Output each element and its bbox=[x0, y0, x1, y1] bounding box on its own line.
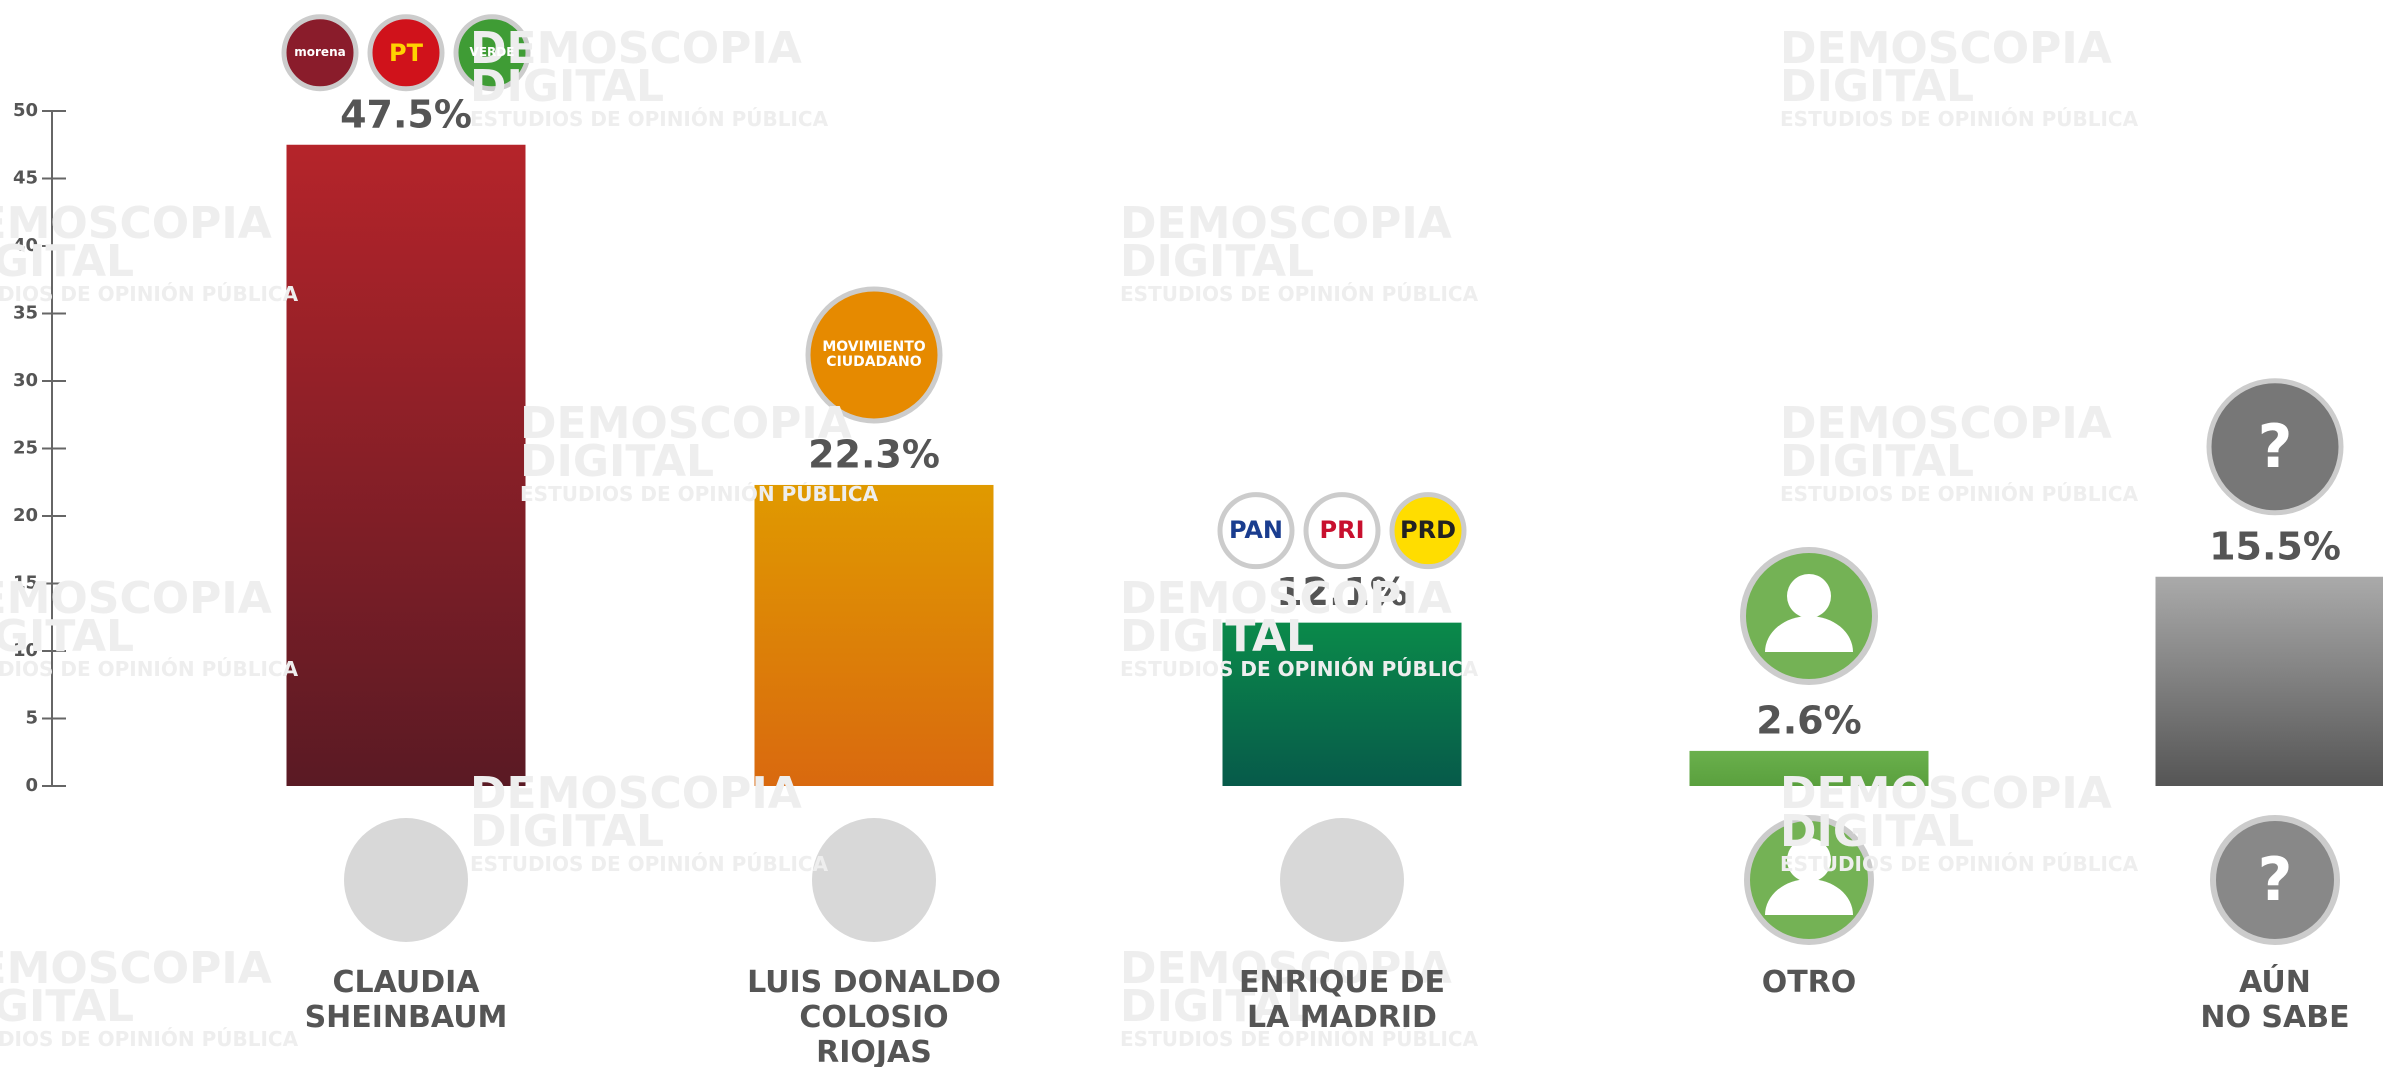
party-logo bbox=[1303, 492, 1381, 570]
watermark-subtitle: ESTUDIOS DE OPINIÓN PÚBLICA bbox=[1780, 107, 2139, 131]
party-logo-label: PRD bbox=[1400, 516, 1456, 545]
person-icon bbox=[1765, 879, 1853, 915]
watermark-subtitle: ESTUDIOS DE OPINIÓN PÚBLICA bbox=[470, 852, 829, 876]
unknown-icon-label: ? bbox=[2257, 845, 2293, 915]
party-logo-label: PRI bbox=[1319, 516, 1365, 545]
bar bbox=[1689, 750, 1929, 786]
watermark-subtitle: ESTUDIOS DE OPINIÓN PÚBLICA bbox=[1780, 482, 2139, 506]
candidate-photo bbox=[1280, 818, 1404, 942]
candidate-photo bbox=[2210, 815, 2340, 945]
party-logo bbox=[281, 14, 359, 92]
x-tick-label: CLAUDIA SHEINBAUM bbox=[304, 965, 508, 1035]
value-label: 12.1% bbox=[1276, 570, 1408, 614]
x-tick-label: LUIS DONALDO COLOSIO RIOJAS bbox=[747, 965, 1001, 1067]
value-label: 2.6% bbox=[1756, 698, 1861, 742]
candidate-photo bbox=[344, 818, 468, 942]
y-tick-label: 45 bbox=[13, 168, 38, 189]
bar bbox=[2155, 576, 2383, 786]
y-tick-label: 35 bbox=[13, 303, 38, 324]
y-tick-label: 15 bbox=[13, 573, 38, 594]
party-logo-label: PAN bbox=[1228, 516, 1284, 545]
bar bbox=[286, 144, 526, 786]
party-logo-label: ? bbox=[2257, 411, 2293, 482]
party-logo bbox=[453, 14, 531, 92]
x-tick-label: ENRIQUE DE LA MADRID bbox=[1238, 965, 1446, 1035]
party-logo bbox=[805, 286, 943, 424]
value-label: 15.5% bbox=[2209, 524, 2341, 568]
party-logo bbox=[1389, 492, 1467, 570]
bar bbox=[754, 484, 994, 786]
person-icon bbox=[1765, 616, 1853, 652]
y-tick-label: 50 bbox=[13, 100, 38, 121]
watermark-subtitle: ESTUDIOS DE OPINIÓN PÚBLICA bbox=[470, 107, 829, 131]
x-tick-label: OTRO bbox=[1761, 965, 1857, 1000]
y-tick-label: 0 bbox=[25, 775, 38, 796]
person-icon bbox=[1787, 838, 1831, 882]
y-tick-label: 30 bbox=[13, 370, 38, 391]
y-tick-label: 25 bbox=[13, 438, 38, 459]
party-logo-label: PT bbox=[389, 38, 423, 67]
watermark-subtitle: ESTUDIOS DE OPINIÓN PÚBLICA bbox=[0, 282, 299, 306]
watermark-subtitle: ESTUDIOS DE OPINIÓN PÚBLICA bbox=[520, 482, 879, 506]
watermark-subtitle: ESTUDIOS DE OPINIÓN PÚBLICA bbox=[1120, 657, 1479, 681]
y-tick-label: 20 bbox=[13, 505, 38, 526]
person-icon bbox=[1787, 574, 1831, 618]
watermark-subtitle: ESTUDIOS DE OPINIÓN PÚBLICA bbox=[1120, 1027, 1479, 1051]
candidate-photo bbox=[812, 818, 936, 942]
watermark-subtitle: ESTUDIOS DE OPINIÓN PÚBLICA bbox=[0, 657, 299, 681]
y-tick-label: 10 bbox=[13, 640, 38, 661]
watermark-subtitle: ESTUDIOS DE OPINIÓN PÚBLICA bbox=[1780, 852, 2139, 876]
value-label: 47.5% bbox=[340, 92, 472, 136]
bar bbox=[1222, 622, 1462, 786]
y-tick-label: 5 bbox=[25, 708, 38, 729]
party-logo bbox=[1217, 492, 1295, 570]
watermark-subtitle: ESTUDIOS DE OPINIÓN PÚBLICA bbox=[0, 1027, 299, 1051]
y-tick-label: 40 bbox=[13, 235, 38, 256]
party-logo-label: MOVIMIENTO CIUDADANO bbox=[822, 338, 926, 370]
party-logo bbox=[2206, 378, 2344, 516]
party-logo bbox=[367, 14, 445, 92]
x-tick-label: AÚN NO SABE bbox=[2200, 965, 2350, 1035]
party-logo-label: VERDE bbox=[469, 45, 515, 60]
party-logo-label: morena bbox=[294, 45, 346, 60]
watermark-subtitle: ESTUDIOS DE OPINIÓN PÚBLICA bbox=[1120, 282, 1479, 306]
value-label: 22.3% bbox=[808, 432, 940, 476]
